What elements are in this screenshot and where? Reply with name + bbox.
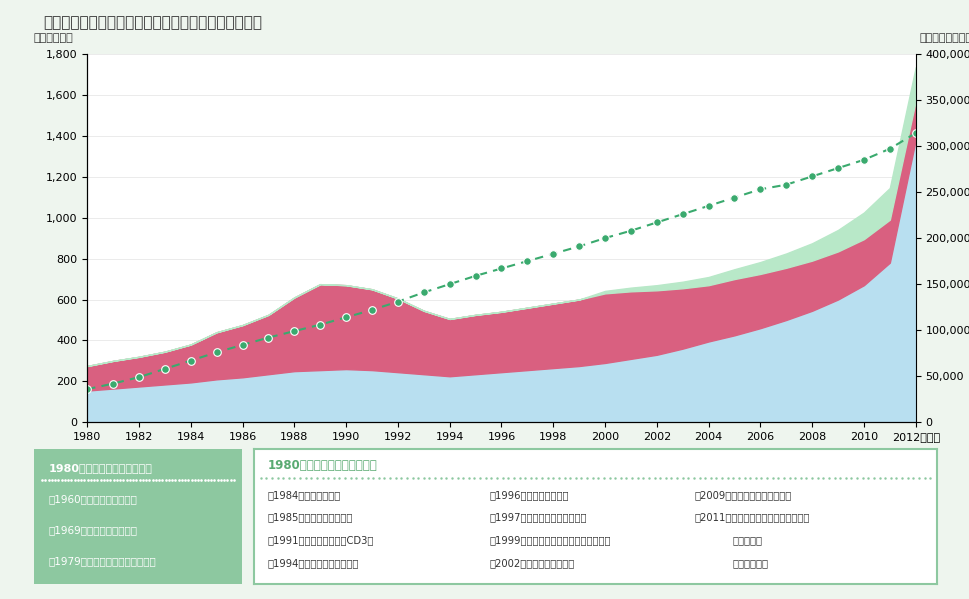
Text: エベロリムス: エベロリムス	[733, 558, 768, 568]
Text: ・1985年：シクロスポリン: ・1985年：シクロスポリン	[267, 513, 353, 522]
Text: ・1979年：メチルプレドニゾロン: ・1979年：メチルプレドニゾロン	[48, 556, 156, 565]
Text: ・1991年：ムロモナブ（CD3）: ・1991年：ムロモナブ（CD3）	[267, 536, 374, 546]
Text: ・1969年：アザチオプリン: ・1969年：アザチオプリン	[48, 525, 138, 535]
Text: ・2002年：バシリキシマブ: ・2002年：バシリキシマブ	[489, 558, 575, 568]
Text: 1980年以降に承認された薬剤: 1980年以降に承認された薬剤	[267, 459, 377, 471]
Legend: 生体移植, 心停止下移植, 脳死下移植, 透析患者数: 生体移植, 心停止下移植, 脳死下移植, 透析患者数	[375, 473, 661, 495]
Text: ・2009年：（臓器移植法改正）: ・2009年：（臓器移植法改正）	[695, 490, 792, 500]
Text: 透析患者数（人）: 透析患者数（人）	[920, 33, 969, 43]
Text: ・1999年：ミコフェノール酸モフェチル: ・1999年：ミコフェノール酸モフェチル	[489, 536, 611, 546]
Text: ・1984年：ミゾリビン: ・1984年：ミゾリビン	[267, 490, 341, 500]
Text: 腎臓移植数・透析患者数の推移と各薬剤の承認取得年: 腎臓移植数・透析患者数の推移と各薬剤の承認取得年	[44, 15, 263, 30]
Text: ・1994年：塩酸グスペリムス: ・1994年：塩酸グスペリムス	[267, 558, 359, 568]
Text: ・1996年：タクロリムス: ・1996年：タクロリムス	[489, 490, 569, 500]
Text: ・1960年：プレドニゾロン: ・1960年：プレドニゾロン	[48, 494, 138, 504]
Text: 1980年以前に承認された薬剤: 1980年以前に承認された薬剤	[48, 462, 152, 473]
Text: 移植数（件）: 移植数（件）	[33, 33, 73, 43]
Text: ・2011年：抗ヒト胸腺細胞ウサギ免疫: ・2011年：抗ヒト胸腺細胞ウサギ免疫	[695, 513, 810, 522]
Text: ・1997年：（臓器移植法施行）: ・1997年：（臓器移植法施行）	[489, 513, 587, 522]
Text: グロブリン: グロブリン	[733, 536, 762, 546]
